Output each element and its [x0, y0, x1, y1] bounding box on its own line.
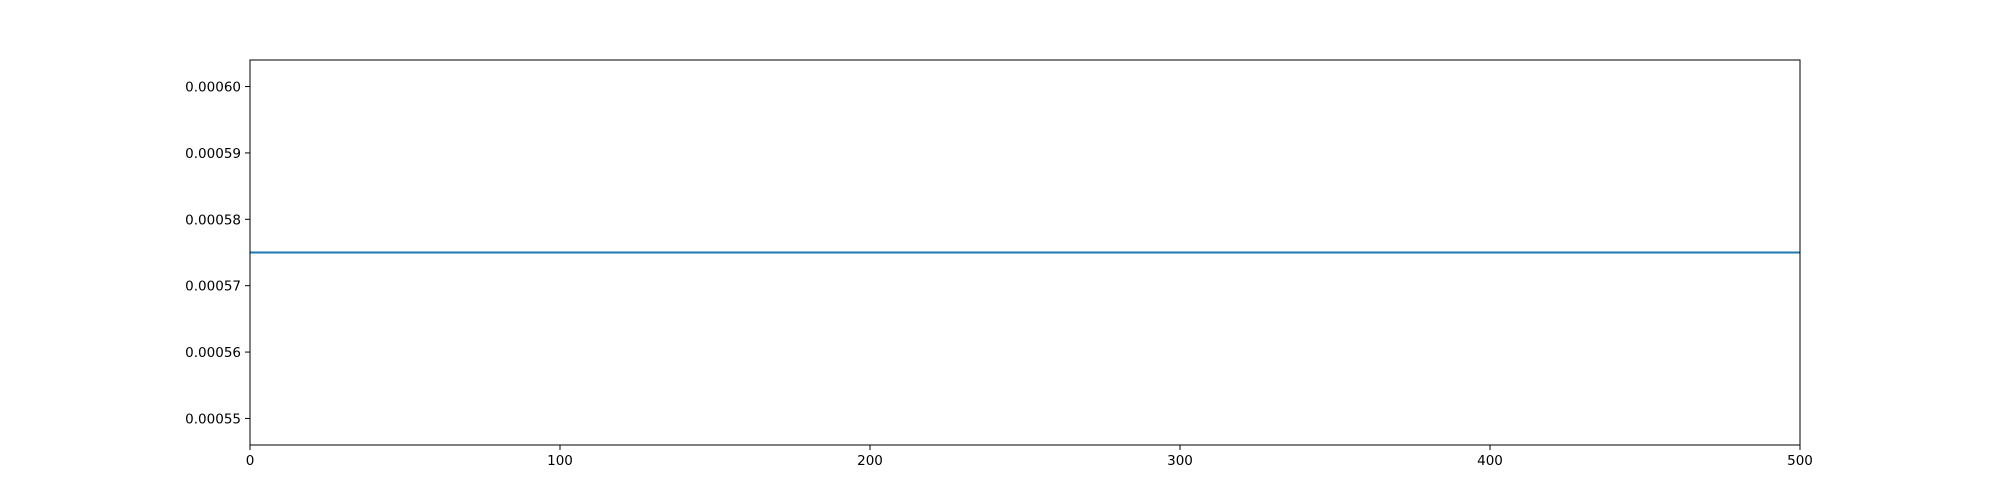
x-tick-label: 400 [1477, 453, 1503, 469]
y-tick-label: 0.00059 [185, 146, 241, 162]
x-tick-label: 0 [246, 453, 255, 469]
x-axis: 0 100 200 300 400 500 [246, 445, 1813, 469]
y-tick-label: 0.00056 [185, 345, 241, 361]
x-tick-label: 100 [547, 453, 573, 469]
x-tick-label: 200 [857, 453, 883, 469]
y-axis: 0.00055 0.00056 0.00057 0.00058 0.00059 0.000… [185, 80, 250, 427]
y-tick-label: 0.00060 [185, 80, 241, 96]
x-tick-label: 300 [1167, 453, 1193, 469]
y-tick-label: 0.00057 [185, 279, 241, 295]
x-tick-label: 500 [1787, 453, 1813, 469]
y-tick-label: 0.00055 [185, 411, 241, 427]
y-tick-label: 0.00058 [185, 212, 241, 228]
axes-frame [249, 59, 1801, 446]
